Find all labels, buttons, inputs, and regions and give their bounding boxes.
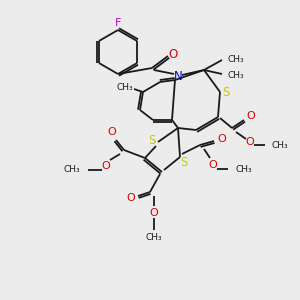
Text: CH₃: CH₃ [236, 164, 253, 173]
Text: S: S [180, 155, 188, 169]
Text: O: O [246, 137, 254, 147]
Text: CH₃: CH₃ [228, 70, 244, 80]
Text: CH₃: CH₃ [116, 83, 133, 92]
Text: O: O [127, 193, 135, 203]
Text: N: N [174, 70, 182, 83]
Text: O: O [218, 134, 226, 144]
Text: O: O [108, 127, 116, 137]
Text: F: F [115, 18, 121, 28]
Text: O: O [208, 160, 217, 170]
Text: S: S [148, 134, 156, 146]
Text: O: O [168, 47, 178, 61]
Text: O: O [247, 111, 255, 121]
Text: CH₃: CH₃ [146, 233, 162, 242]
Text: O: O [150, 208, 158, 218]
Text: O: O [102, 161, 110, 171]
Text: CH₃: CH₃ [228, 55, 244, 64]
Text: CH₃: CH₃ [63, 166, 80, 175]
Text: S: S [222, 85, 230, 98]
Text: CH₃: CH₃ [272, 140, 289, 149]
